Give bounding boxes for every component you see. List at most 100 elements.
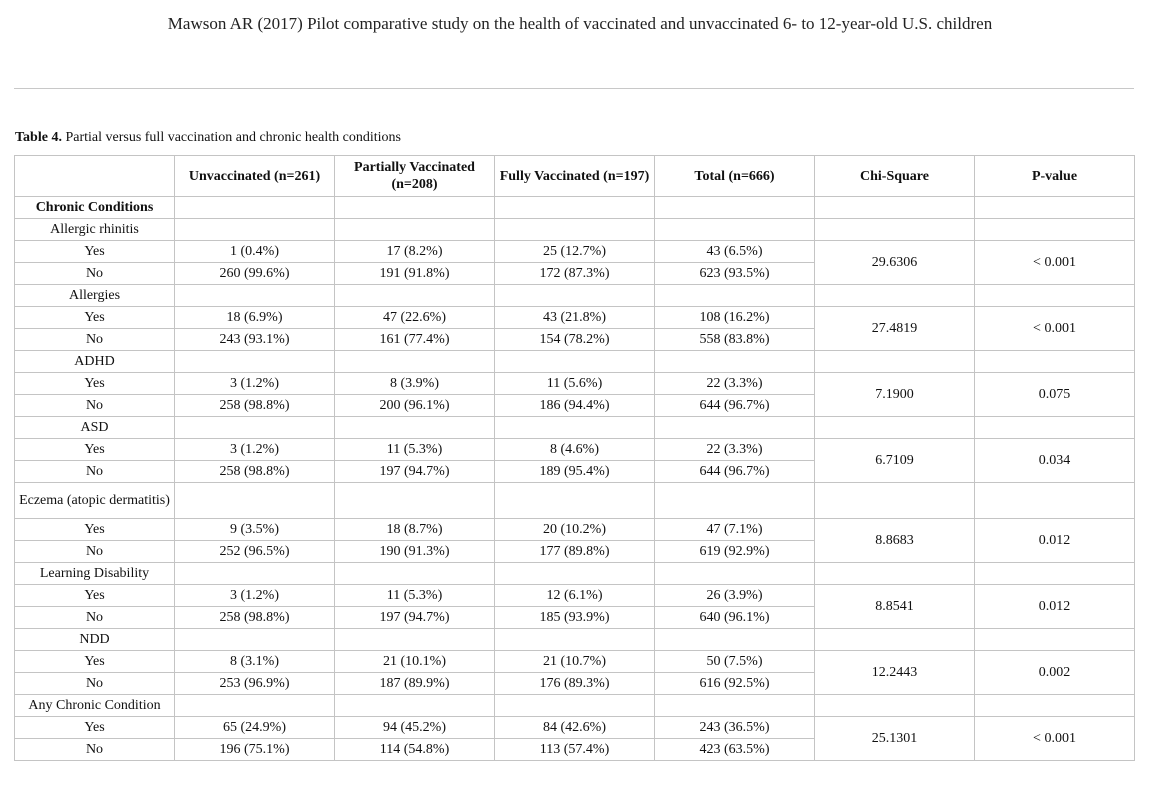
chi-square-value: 8.8541 bbox=[814, 584, 975, 629]
empty-cell bbox=[494, 350, 655, 373]
table-cell: 616 (92.5%) bbox=[654, 672, 815, 695]
empty-cell bbox=[334, 218, 495, 241]
table-row: No 252 (96.5%) 190 (91.3%) 177 (89.8%) 619 (… bbox=[14, 540, 1135, 563]
table-cell: 20 (10.2%) bbox=[494, 518, 655, 541]
empty-cell bbox=[174, 284, 335, 307]
column-header: Partially Vaccinated (n=208) bbox=[334, 155, 495, 197]
table-cell: 18 (6.9%) bbox=[174, 306, 335, 329]
table-cell: 644 (96.7%) bbox=[654, 394, 815, 417]
empty-cell bbox=[814, 350, 975, 373]
chi-square-value: 6.7109 bbox=[814, 438, 975, 483]
table-cell: 11 (5.3%) bbox=[334, 584, 495, 607]
empty-cell bbox=[494, 694, 655, 717]
empty-cell bbox=[654, 482, 815, 519]
p-value: 0.012 bbox=[974, 584, 1135, 629]
empty-cell bbox=[974, 218, 1135, 241]
condition-name: Eczema (atopic dermatitis) bbox=[14, 482, 175, 519]
table-cell: 8 (4.6%) bbox=[494, 438, 655, 461]
empty-cell bbox=[974, 694, 1135, 717]
table-body: Chronic Conditions Allergic rhinitis Yes 1… bbox=[14, 196, 1135, 761]
condition-name: ADHD bbox=[14, 350, 175, 373]
table-cell: 258 (98.8%) bbox=[174, 394, 335, 417]
table-cell: 190 (91.3%) bbox=[334, 540, 495, 563]
table-cell: 3 (1.2%) bbox=[174, 438, 335, 461]
section-title: Chronic Conditions bbox=[14, 196, 175, 219]
empty-cell bbox=[174, 628, 335, 651]
table-cell: 17 (8.2%) bbox=[334, 240, 495, 263]
p-value: < 0.001 bbox=[974, 716, 1135, 761]
table-cell: 253 (96.9%) bbox=[174, 672, 335, 695]
table-row: Yes 3 (1.2%) 8 (3.9%) 11 (5.6%) 22 (3.3%) 7.1… bbox=[14, 372, 1135, 417]
condition-row: Learning Disability bbox=[14, 562, 1135, 585]
table-cell: 21 (10.7%) bbox=[494, 650, 655, 673]
table-cell: 22 (3.3%) bbox=[654, 372, 815, 395]
table-cell: 187 (89.9%) bbox=[334, 672, 495, 695]
chi-square-value: 12.2443 bbox=[814, 650, 975, 695]
table-cell: 185 (93.9%) bbox=[494, 606, 655, 629]
data-table: Unvaccinated (n=261) Partially Vaccinate… bbox=[14, 155, 1135, 761]
condition-row: Eczema (atopic dermatitis) bbox=[14, 482, 1135, 519]
empty-cell bbox=[814, 482, 975, 519]
table-row: No 196 (75.1%) 114 (54.8%) 113 (57.4%) 423 (… bbox=[14, 738, 1135, 761]
condition-name: Any Chronic Condition bbox=[14, 694, 175, 717]
table-cell: 191 (91.8%) bbox=[334, 262, 495, 285]
table-cell: 11 (5.6%) bbox=[494, 372, 655, 395]
empty-cell bbox=[494, 416, 655, 439]
column-header: Unvaccinated (n=261) bbox=[174, 155, 335, 197]
table-cell: 21 (10.1%) bbox=[334, 650, 495, 673]
empty-cell bbox=[974, 482, 1135, 519]
table-cell: 644 (96.7%) bbox=[654, 460, 815, 483]
header-row: Unvaccinated (n=261) Partially Vaccinate… bbox=[14, 155, 1135, 197]
table-cell: 9 (3.5%) bbox=[174, 518, 335, 541]
empty-cell bbox=[174, 694, 335, 717]
empty-cell bbox=[334, 482, 495, 519]
condition-row: Allergies bbox=[14, 284, 1135, 307]
table-row: No 258 (98.8%) 200 (96.1%) 186 (94.4%) 644 (… bbox=[14, 394, 1135, 417]
row-label: Yes bbox=[14, 716, 175, 739]
table-cell: 177 (89.8%) bbox=[494, 540, 655, 563]
empty-cell bbox=[814, 628, 975, 651]
condition-row: NDD bbox=[14, 628, 1135, 651]
table-cell: 640 (96.1%) bbox=[654, 606, 815, 629]
p-value: 0.012 bbox=[974, 518, 1135, 563]
table-cell: 50 (7.5%) bbox=[654, 650, 815, 673]
row-label: Yes bbox=[14, 518, 175, 541]
table-cell: 47 (7.1%) bbox=[654, 518, 815, 541]
p-value: 0.075 bbox=[974, 372, 1135, 417]
table-cell: 423 (63.5%) bbox=[654, 738, 815, 761]
empty-cell bbox=[814, 694, 975, 717]
table-cell: 25 (12.7%) bbox=[494, 240, 655, 263]
empty-cell bbox=[654, 628, 815, 651]
table-row: Yes 9 (3.5%) 18 (8.7%) 20 (10.2%) 47 (7.1%) 8… bbox=[14, 518, 1135, 563]
table-cell: 260 (99.6%) bbox=[174, 262, 335, 285]
table-cell: 43 (6.5%) bbox=[654, 240, 815, 263]
table-cell: 18 (8.7%) bbox=[334, 518, 495, 541]
table-cell: 84 (42.6%) bbox=[494, 716, 655, 739]
row-label: No bbox=[14, 672, 175, 695]
chi-square-value: 25.1301 bbox=[814, 716, 975, 761]
table-cell: 3 (1.2%) bbox=[174, 372, 335, 395]
table-caption-text: Partial versus full vaccination and chro… bbox=[65, 130, 401, 145]
table-cell: 243 (93.1%) bbox=[174, 328, 335, 351]
row-label: No bbox=[14, 262, 175, 285]
empty-cell bbox=[174, 350, 335, 373]
table-cell: 8 (3.9%) bbox=[334, 372, 495, 395]
empty-cell bbox=[654, 694, 815, 717]
condition-row: Allergic rhinitis bbox=[14, 218, 1135, 241]
table-cell: 197 (94.7%) bbox=[334, 606, 495, 629]
row-label: No bbox=[14, 394, 175, 417]
column-header: Chi-Square bbox=[814, 155, 975, 197]
empty-cell bbox=[654, 416, 815, 439]
p-value: 0.034 bbox=[974, 438, 1135, 483]
condition-name: Allergies bbox=[14, 284, 175, 307]
table-cell: 196 (75.1%) bbox=[174, 738, 335, 761]
table-caption: Table 4. Partial versus full vaccination… bbox=[15, 130, 401, 146]
row-label: No bbox=[14, 460, 175, 483]
page-header: Mawson AR (2017) Pilot comparative study… bbox=[167, 14, 993, 33]
condition-row: ASD bbox=[14, 416, 1135, 439]
table-cell: 197 (94.7%) bbox=[334, 460, 495, 483]
empty-cell bbox=[334, 694, 495, 717]
table-cell: 8 (3.1%) bbox=[174, 650, 335, 673]
empty-cell bbox=[814, 562, 975, 585]
table-cell: 258 (98.8%) bbox=[174, 460, 335, 483]
